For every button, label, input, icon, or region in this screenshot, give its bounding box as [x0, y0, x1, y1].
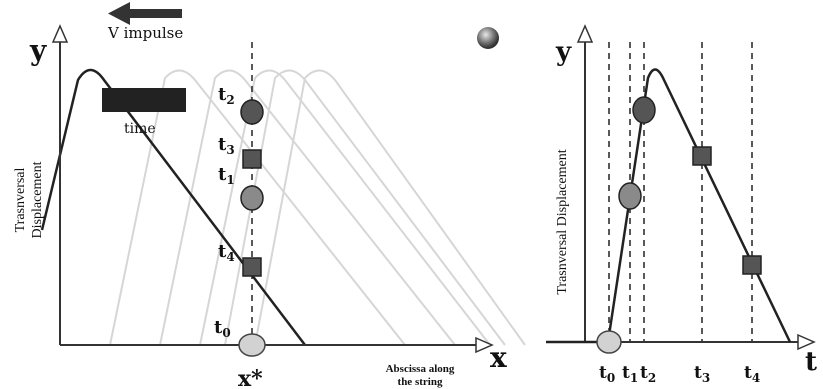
x-star-label: x* — [238, 366, 263, 389]
right-vertical-title: Trasnversal Displacement — [555, 149, 570, 294]
impulse-arrow-icon — [108, 2, 182, 25]
left-marker-t2: t2 — [218, 84, 264, 125]
time-block — [102, 88, 186, 112]
svg-text:t4: t4 — [218, 241, 235, 264]
right-marker-t0 — [596, 330, 622, 354]
tick-t4: t4 — [744, 363, 760, 385]
sphere-icon — [477, 27, 499, 49]
marker-t4-sub: 4 — [226, 250, 234, 264]
right-panel: y t Trasnversal Displacement t0 t1 t2 t3… — [546, 24, 817, 385]
tick-t2: t2 — [640, 363, 656, 385]
tick-t3: t3 — [694, 363, 710, 385]
right-marker-t2 — [632, 96, 656, 124]
marker-t1-label: t — [218, 164, 227, 185]
right-marker-t1 — [618, 182, 642, 210]
abscissa-caption-line-2: the string — [398, 376, 443, 388]
marker-t3-sub: 3 — [226, 143, 234, 157]
ghost-pulses — [109, 69, 526, 346]
tick-t1: t1 — [622, 363, 638, 385]
right-t-label: t — [805, 347, 817, 377]
left-y-arrow — [51, 24, 69, 43]
left-vertical-title-line-2: Displacement — [30, 161, 45, 238]
marker-t0-label: t — [214, 317, 223, 338]
main-pulse-curve — [40, 68, 306, 346]
left-vertical-title-line-1: Trasnversal — [13, 167, 28, 232]
right-vertical-title-text: Trasnversal Displacement — [555, 149, 570, 294]
marker-t3-label: t — [218, 134, 227, 155]
right-t-arrow — [797, 333, 816, 351]
svg-text:t2: t2 — [218, 84, 235, 107]
right-marker-t4 — [742, 255, 762, 275]
time-signal-curve — [546, 68, 792, 344]
right-time-gridlines — [608, 42, 753, 342]
right-tick-labels: t0 t1 t2 t3 t4 — [599, 363, 760, 385]
svg-text:t0: t0 — [214, 317, 231, 340]
left-marker-t0: t0 — [214, 317, 266, 357]
marker-t4-label: t — [218, 241, 227, 262]
marker-t1-sub: 1 — [226, 173, 234, 187]
left-y-label: y — [29, 34, 47, 67]
left-marker-t3: t3 — [218, 134, 262, 169]
marker-t2-label: t — [218, 84, 227, 105]
left-marker-t4: t4 — [218, 241, 262, 277]
svg-text:t3: t3 — [218, 134, 235, 157]
abscissa-caption-line-1: Abscissa along — [386, 363, 455, 375]
svg-text:t1: t1 — [218, 164, 235, 187]
right-y-arrow — [576, 24, 594, 43]
right-marker-t3 — [692, 146, 712, 166]
left-x-label: x — [490, 341, 507, 374]
left-marker-t1: t1 — [218, 164, 264, 211]
left-panel: V impulse time y x x* Trasnversal Displa… — [13, 2, 526, 389]
tick-t0: t0 — [599, 363, 615, 385]
right-y-label: y — [555, 37, 572, 67]
left-x-arrow — [475, 336, 494, 354]
impulse-label: V impulse — [107, 24, 183, 42]
marker-t0-sub: 0 — [222, 326, 230, 340]
time-label: time — [124, 121, 156, 137]
marker-t2-sub: 2 — [226, 93, 234, 107]
left-vertical-title: Trasnversal Displacement — [13, 161, 45, 238]
